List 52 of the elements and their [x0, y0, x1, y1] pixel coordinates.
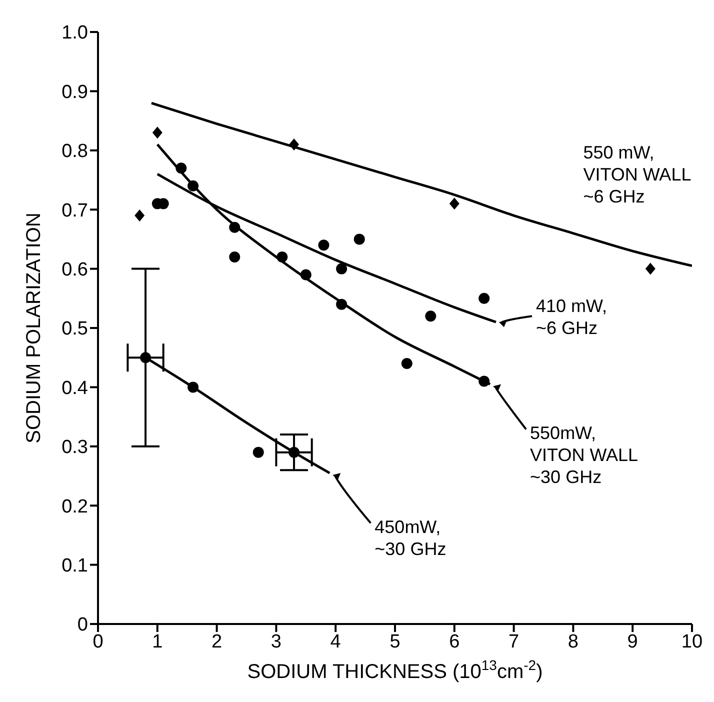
y-tick-label: 1.0: [62, 22, 88, 44]
y-tick-label: 0.9: [62, 82, 88, 103]
y-tick-label: 0.7: [62, 200, 88, 222]
x-tick-label: 6: [449, 631, 460, 652]
point: [176, 162, 187, 174]
line-series: [150, 102, 692, 268]
y-tick-label: 0.6: [62, 260, 88, 281]
annotation: 550 mW, VITON WALL ~6 GHz: [583, 142, 692, 206]
annotation: 450mW, ~30 GHz: [374, 517, 446, 560]
x-tick-label: 3: [270, 631, 282, 652]
y-tick-label: 0.5: [62, 318, 88, 340]
x-axis-title: SODIUM THICKNESS (10$^{13}$cm$^{-2}$): [247, 657, 543, 683]
point: [188, 382, 199, 393]
point: [645, 262, 656, 275]
point: [152, 126, 162, 139]
y-tick-label: 0.3: [62, 437, 88, 458]
x-tick-label: 5: [390, 631, 400, 652]
x-tick-label: 10: [681, 631, 703, 652]
annotation: 410 mW, ~6 GHz: [536, 296, 608, 338]
y-tick-label: 0.4: [62, 378, 88, 399]
point: [449, 198, 460, 210]
point: [425, 310, 436, 322]
point: [289, 138, 300, 150]
point: [401, 358, 412, 370]
x-tick-label: 8: [568, 631, 578, 652]
point: [354, 234, 365, 245]
point: [140, 352, 152, 364]
point: [318, 240, 330, 251]
point: [336, 298, 348, 310]
x-tick-label: 1: [152, 631, 163, 652]
point: [229, 251, 240, 262]
point: [188, 180, 199, 192]
y-tick-label: 0.2: [62, 496, 88, 518]
x-tick-label: 9: [627, 631, 638, 652]
point: [288, 446, 300, 458]
y-tick-label: 0.1: [62, 556, 88, 577]
x-tick-label: 2: [212, 631, 222, 652]
point: [478, 292, 490, 304]
point: [134, 210, 145, 222]
point: [252, 446, 264, 458]
point: [276, 251, 288, 262]
y-tick-label: 0: [77, 614, 88, 636]
x-tick-label: 4: [330, 631, 342, 652]
point: [229, 222, 240, 233]
x-tick-label: 7: [508, 631, 520, 652]
point: [336, 263, 348, 274]
point: [478, 376, 490, 387]
x-tick-label: 0: [92, 631, 104, 652]
y-axis-title: SODIUM POLARIZATION: [23, 212, 46, 444]
y-tick-label: 0.8: [62, 141, 88, 162]
annotation: 550mW, VITON WALL ~30 GHz: [530, 423, 638, 488]
point: [300, 269, 312, 280]
